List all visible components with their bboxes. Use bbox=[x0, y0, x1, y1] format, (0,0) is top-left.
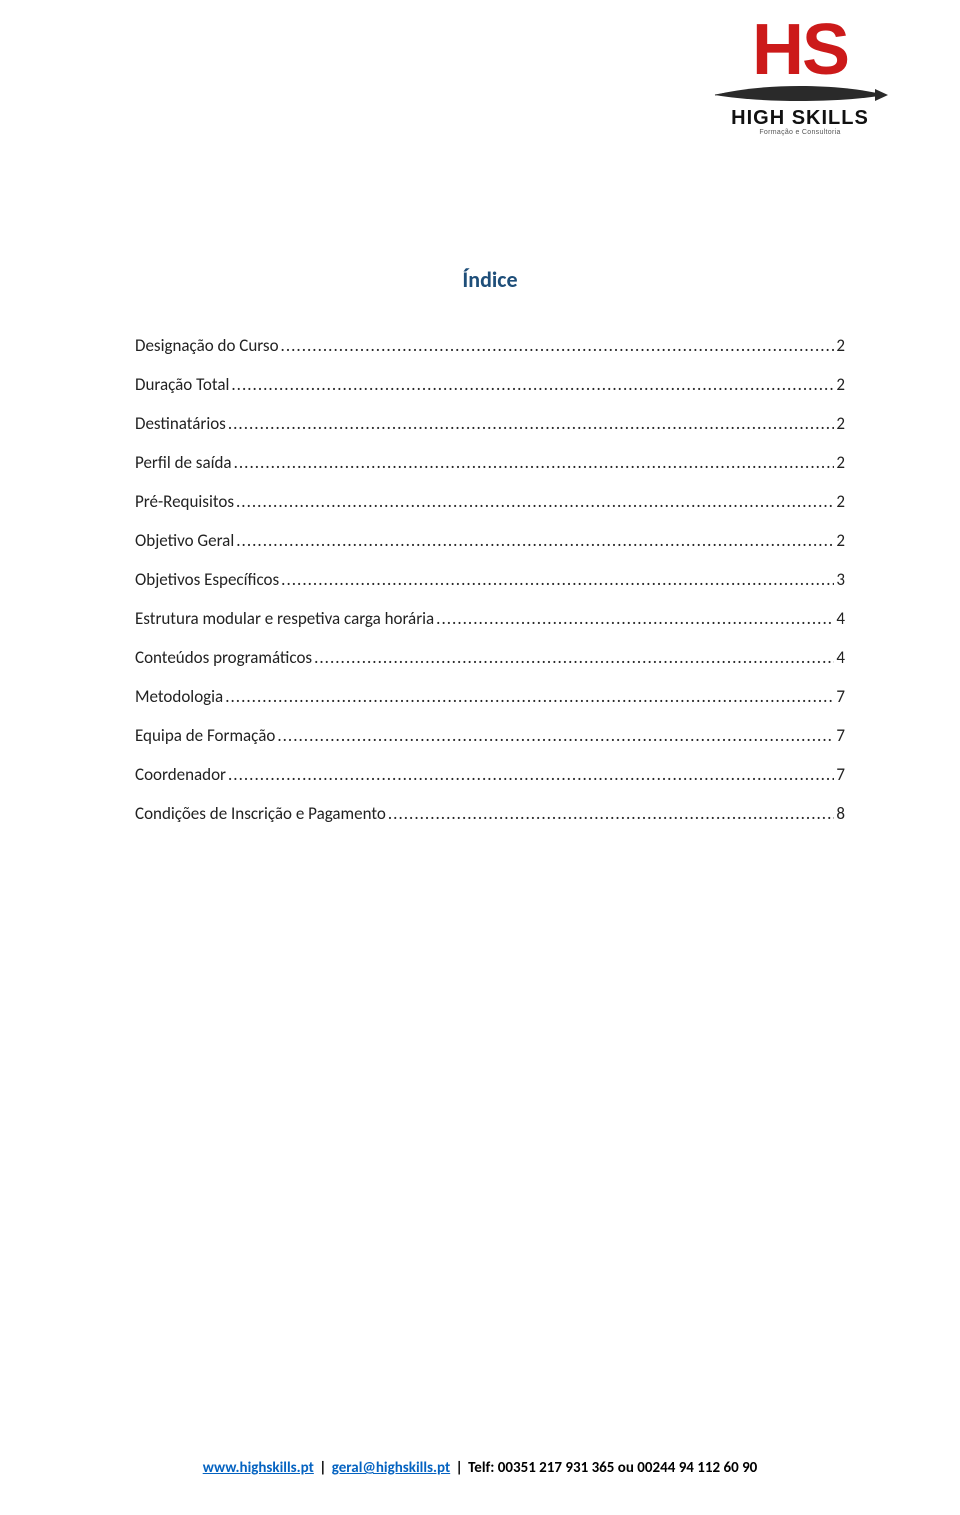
toc-leader bbox=[228, 764, 834, 785]
toc-label: Objetivos Específicos bbox=[135, 569, 279, 590]
toc-leader bbox=[225, 686, 834, 707]
toc-leader bbox=[236, 491, 834, 512]
toc-row[interactable]: Coordenador 7 bbox=[135, 764, 845, 785]
toc-leader bbox=[234, 452, 835, 473]
toc-page-number: 2 bbox=[836, 452, 845, 473]
toc-row[interactable]: Designação do Curso 2 bbox=[135, 335, 845, 356]
toc-leader bbox=[281, 569, 834, 590]
toc-row[interactable]: Objetivo Geral 2 bbox=[135, 530, 845, 551]
toc-label: Pré-Requisitos bbox=[135, 491, 234, 512]
logo-hs-text: HS bbox=[710, 18, 890, 83]
toc-leader bbox=[277, 725, 834, 746]
toc-leader bbox=[281, 335, 835, 356]
toc-label: Metodologia bbox=[135, 686, 223, 707]
toc-leader bbox=[314, 647, 834, 668]
toc-page-number: 2 bbox=[836, 374, 845, 395]
page-title: Índice bbox=[135, 266, 845, 293]
toc-label: Objetivo Geral bbox=[135, 530, 234, 551]
toc-list: Designação do Curso2Duração Total2Destin… bbox=[135, 335, 845, 824]
toc-label: Destinatários bbox=[135, 413, 226, 434]
toc-page-number: 2 bbox=[836, 491, 845, 512]
footer-phone: Telf: 00351 217 931 365 ou 00244 94 112 … bbox=[468, 1459, 757, 1477]
toc-leader bbox=[231, 374, 834, 395]
toc-page-number: 2 bbox=[836, 530, 845, 551]
toc-row[interactable]: Destinatários 2 bbox=[135, 413, 845, 434]
toc-row[interactable]: Equipa de Formação 7 bbox=[135, 725, 845, 746]
toc-leader bbox=[436, 608, 834, 629]
toc-row[interactable]: Conteúdos programáticos 4 bbox=[135, 647, 845, 668]
toc-page-number: 4 bbox=[836, 608, 845, 629]
toc-leader bbox=[236, 530, 834, 551]
logo-brand-name: HIGH SKILLS bbox=[710, 107, 890, 130]
toc-leader bbox=[388, 803, 835, 824]
toc-row[interactable]: Objetivos Específicos 3 bbox=[135, 569, 845, 590]
toc-page-number: 7 bbox=[836, 686, 845, 707]
toc-label: Coordenador bbox=[135, 764, 226, 785]
toc-label: Duração Total bbox=[135, 374, 229, 395]
page: HS HIGH SKILLS Formação e Consultoria Ín… bbox=[0, 0, 960, 1515]
toc-page-number: 7 bbox=[836, 725, 845, 746]
toc-page-number: 2 bbox=[836, 335, 845, 356]
footer-email-link[interactable]: geral@highskills.pt bbox=[332, 1459, 450, 1477]
footer: www.highskills.pt | geral@highskills.pt … bbox=[0, 1459, 960, 1477]
toc-row[interactable]: Metodologia 7 bbox=[135, 686, 845, 707]
toc-page-number: 8 bbox=[836, 803, 845, 824]
logo-tagline: Formação e Consultoria bbox=[710, 129, 890, 136]
toc-label: Perfil de saída bbox=[135, 452, 232, 473]
toc-row[interactable]: Estrutura modular e respetiva carga horá… bbox=[135, 608, 845, 629]
brand-logo: HS HIGH SKILLS Formação e Consultoria bbox=[710, 18, 890, 136]
toc-label: Condições de Inscrição e Pagamento bbox=[135, 803, 386, 824]
toc-row[interactable]: Condições de Inscrição e Pagamento 8 bbox=[135, 803, 845, 824]
toc-label: Equipa de Formação bbox=[135, 725, 275, 746]
footer-separator: | bbox=[456, 1459, 463, 1477]
toc-label: Estrutura modular e respetiva carga horá… bbox=[135, 608, 434, 629]
toc-label: Conteúdos programáticos bbox=[135, 647, 312, 668]
footer-url-link[interactable]: www.highskills.pt bbox=[203, 1459, 314, 1477]
toc-label: Designação do Curso bbox=[135, 335, 279, 356]
toc-page-number: 3 bbox=[836, 569, 845, 590]
toc-row[interactable]: Pré-Requisitos 2 bbox=[135, 491, 845, 512]
toc-row[interactable]: Perfil de saída 2 bbox=[135, 452, 845, 473]
content-area: Índice Designação do Curso2Duração Total… bbox=[135, 266, 845, 842]
toc-leader bbox=[228, 413, 835, 434]
footer-separator: | bbox=[319, 1459, 326, 1477]
toc-page-number: 7 bbox=[836, 764, 845, 785]
toc-page-number: 4 bbox=[836, 647, 845, 668]
toc-row[interactable]: Duração Total 2 bbox=[135, 374, 845, 395]
toc-page-number: 2 bbox=[836, 413, 845, 434]
